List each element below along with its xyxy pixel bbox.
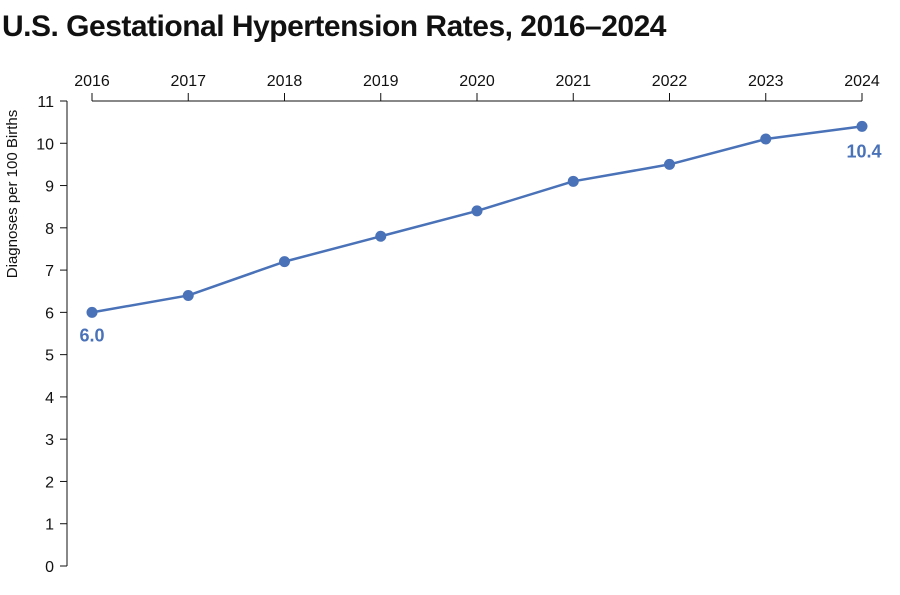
x-tick-label: 2016 — [74, 73, 110, 90]
y-tick-label: 2 — [45, 474, 54, 491]
data-point — [279, 256, 290, 268]
y-tick-label: 6 — [45, 305, 54, 322]
y-tick-label: 8 — [45, 221, 54, 238]
y-tick-label: 11 — [37, 94, 54, 111]
y-tick-label: 5 — [45, 348, 54, 365]
y-tick-label: 0 — [45, 559, 54, 576]
y-tick-label: 9 — [45, 179, 54, 196]
y-tick-label: 10 — [36, 136, 54, 153]
data-point — [567, 175, 579, 187]
x-tick-label: 2019 — [363, 73, 399, 90]
data-point — [86, 306, 98, 318]
y-tick-label: 1 — [45, 517, 54, 534]
y-tick-label: 3 — [45, 432, 54, 449]
y-axis-title: Diagnoses per 100 Births — [4, 110, 21, 278]
x-tick-label: 2017 — [170, 73, 206, 90]
x-tick-label: 2023 — [748, 73, 784, 90]
y-axis: 0 1 2 3 4 5 6 7 8 9 10 11 — [36, 94, 68, 576]
data-point — [664, 158, 675, 170]
x-tick-label: 2021 — [555, 73, 591, 90]
series-line — [91, 125, 863, 314]
data-point — [760, 133, 772, 145]
data-point — [856, 120, 868, 132]
data-point — [375, 230, 387, 242]
x-tick-label: 2018 — [267, 73, 303, 90]
y-tick-label: 7 — [45, 263, 54, 280]
series-group: 6.0 10.4 — [79, 120, 882, 345]
x-tick-label: 2022 — [652, 73, 688, 90]
x-tick-label: 2024 — [844, 73, 880, 90]
data-label: 10.4 — [846, 141, 881, 161]
chart-title: U.S. Gestational Hypertension Rates, 201… — [2, 10, 666, 43]
y-tick-label: 4 — [45, 390, 54, 407]
data-point — [182, 289, 194, 301]
x-axis: 2016 2017 2018 2019 2020 2021 2022 2023 2024 — [74, 73, 880, 102]
x-tick-label: 2020 — [459, 73, 495, 90]
data-label: 6.0 — [79, 325, 104, 345]
data-point — [471, 205, 483, 217]
